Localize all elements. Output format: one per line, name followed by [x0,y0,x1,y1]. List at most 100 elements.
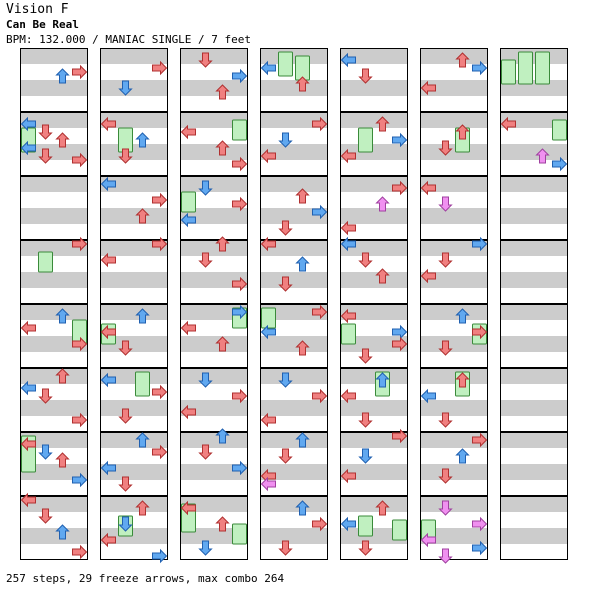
step-arrow-left [260,60,276,76]
step-arrow-up [455,448,470,464]
step-arrow-right [72,236,88,252]
step-arrow-up [295,256,310,272]
step-arrow-left [420,388,436,404]
step-arrow-down [278,132,293,148]
step-arrow-down [358,448,373,464]
step-arrow-right [232,276,248,292]
measure-box [260,176,328,240]
step-arrow-right [472,540,488,556]
measure-box [100,176,168,240]
step-arrow-right [312,516,328,532]
measure-box [260,496,328,560]
step-arrow-down [198,180,213,196]
measure-box [100,240,168,304]
step-arrow-left [420,532,436,548]
step-arrow-left [340,516,356,532]
measure-box [500,48,568,112]
measure-box [100,432,168,496]
measure-box [340,432,408,496]
step-arrow-down [278,372,293,388]
step-arrow-down [198,540,213,556]
step-arrow-right [312,304,328,320]
step-arrow-down [438,468,453,484]
step-arrow-right [152,192,168,208]
step-arrow-left [340,236,356,252]
step-arrow-up [295,188,310,204]
step-arrow-right [152,384,168,400]
step-arrow-down [278,448,293,464]
step-arrow-left [100,176,116,192]
step-arrow-left [180,320,196,336]
step-arrow-down [438,140,453,156]
measure-box [500,176,568,240]
freeze-arrow [535,51,550,85]
measure-box [100,48,168,112]
freeze-arrow [518,51,533,85]
freeze-arrow [232,523,247,545]
measure-box [340,496,408,560]
step-arrow-down [198,372,213,388]
step-arrow-left [100,324,116,340]
step-arrow-down [38,124,53,140]
measure-box [420,304,488,368]
step-arrow-down [358,540,373,556]
freeze-arrow [392,519,407,541]
measure-box [180,304,248,368]
step-arrow-left [20,436,36,452]
step-arrow-down [198,444,213,460]
step-arrow-up [375,116,390,132]
freeze-arrow [341,323,356,345]
step-arrow-right [72,544,88,560]
step-arrow-right [232,460,248,476]
measure-box [20,240,88,304]
step-arrow-right [312,116,328,132]
freeze-arrow [38,251,53,273]
step-arrow-up [55,68,70,84]
measure-box [100,112,168,176]
step-arrow-right [392,428,408,444]
step-arrow-left [260,412,276,428]
chart-stats: 257 steps, 29 freeze arrows, max combo 2… [6,572,285,585]
measure-box [340,48,408,112]
measure-box [180,432,248,496]
measure-box [500,432,568,496]
step-arrow-up [535,148,550,164]
measure-box [420,240,488,304]
step-arrow-right [152,548,168,564]
step-arrow-right [72,412,88,428]
freeze-arrow [118,127,133,153]
measure-box [500,368,568,432]
step-arrow-left [180,404,196,420]
step-arrow-up [135,308,150,324]
freeze-arrow [552,119,567,141]
step-arrow-down [38,148,53,164]
step-arrow-up [215,516,230,532]
step-arrow-right [232,156,248,172]
step-arrow-up [295,340,310,356]
measure-box [420,112,488,176]
step-arrow-left [500,116,516,132]
song-title: Can Be Real [6,18,79,31]
measure-box [180,176,248,240]
measure-box [500,304,568,368]
song-artist: Vision F [6,2,69,17]
step-arrow-up [295,500,310,516]
measure-box [420,432,488,496]
step-arrow-up [375,372,390,388]
step-arrow-up [215,236,230,252]
measure-box [420,368,488,432]
step-arrow-up [455,372,470,388]
step-arrow-up [375,500,390,516]
step-arrow-down [118,80,133,96]
step-arrow-left [340,468,356,484]
measure-box [340,112,408,176]
step-arrow-up [215,336,230,352]
step-arrow-up [55,132,70,148]
step-arrow-left [420,268,436,284]
step-arrow-right [232,196,248,212]
step-arrow-down [118,476,133,492]
step-arrow-left [20,116,36,132]
step-arrow-up [215,84,230,100]
freeze-arrow [278,51,293,77]
step-arrow-left [260,324,276,340]
